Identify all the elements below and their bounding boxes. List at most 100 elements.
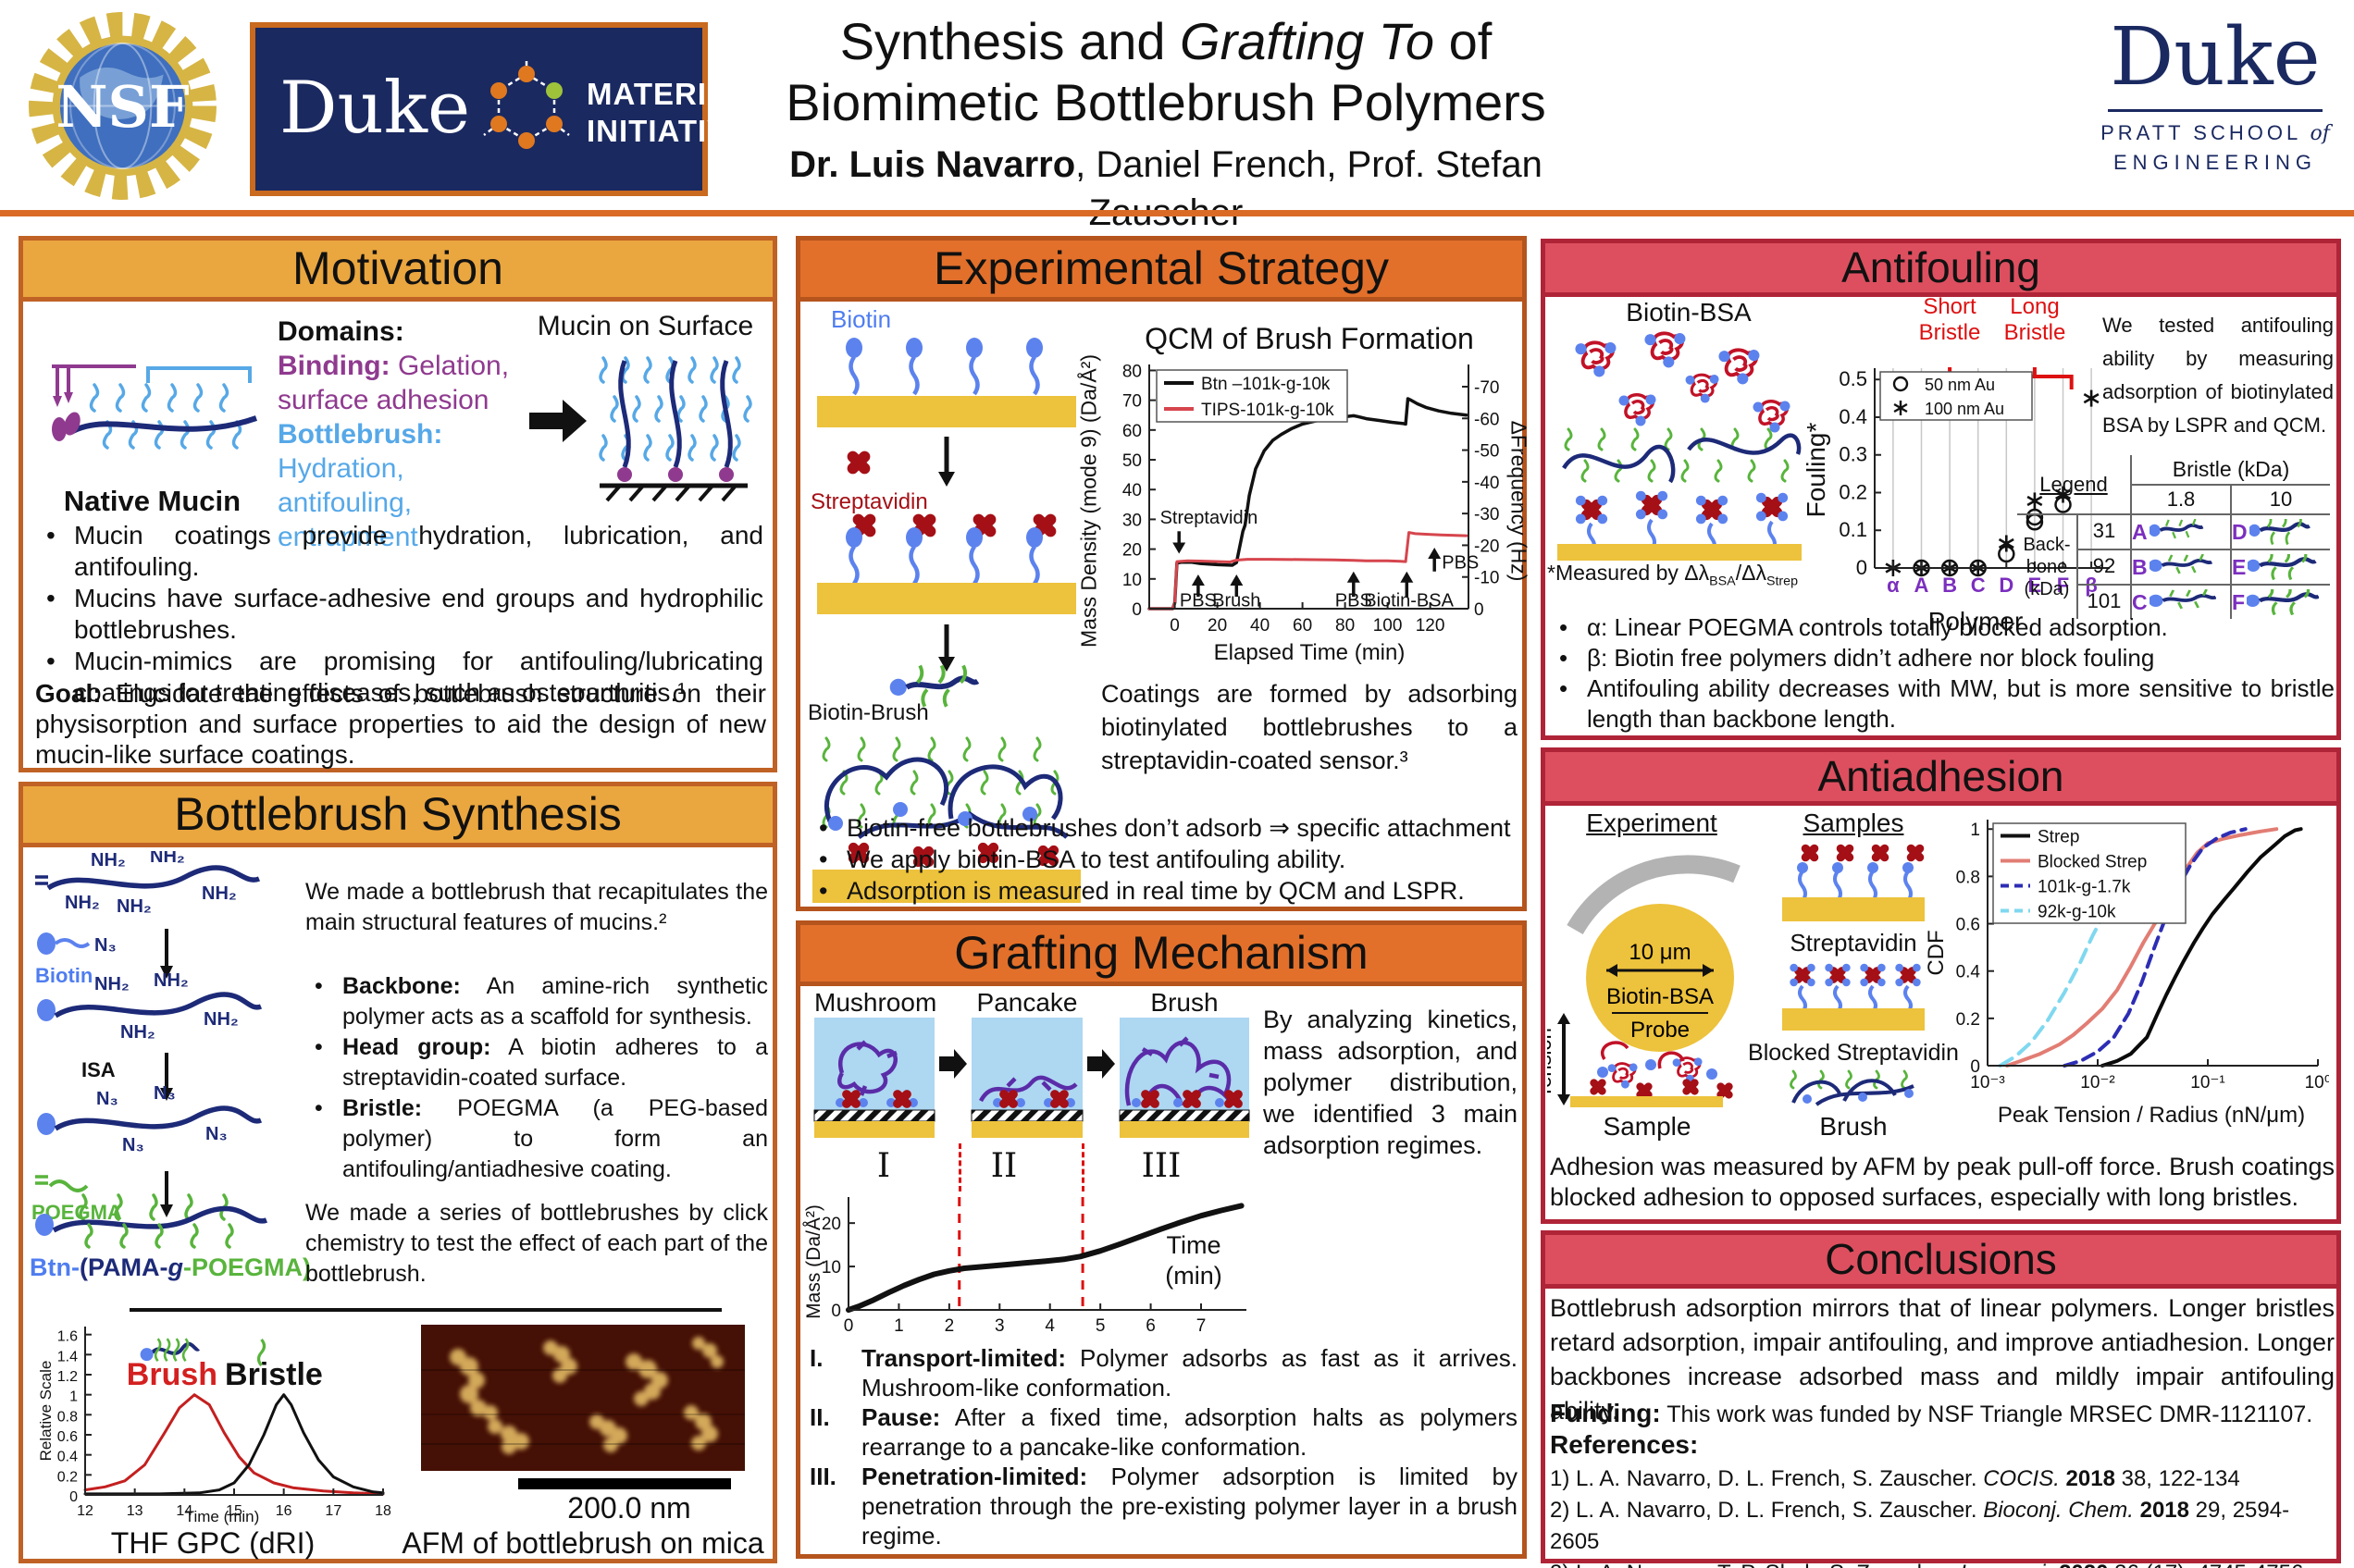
streptavidin-sample-diagram: [1782, 842, 1927, 921]
svg-text:Brush: Brush: [1212, 590, 1260, 611]
svg-text:0.6: 0.6: [57, 1429, 78, 1445]
funding-lead: Funding:: [1550, 1399, 1661, 1427]
synthesis-p1: We made a bottlebrush that recapitulates…: [305, 879, 768, 935]
antifouling-side-text: We tested antifouling ability by measuri…: [2102, 314, 2334, 437]
grafting-item-2: II. Pause: After a fixed time, adsorptio…: [810, 1403, 1518, 1461]
poster-title: Synthesis and Grafting To of Biomimetic …: [759, 11, 1573, 237]
svg-text:ISA: ISA: [81, 1058, 116, 1081]
mucin-on-surface-diagram: [599, 356, 752, 502]
long-bristle-label: Long Bristle: [2003, 294, 2066, 345]
experiment-label: Experiment: [1586, 809, 1717, 837]
svg-text:2: 2: [945, 1316, 955, 1336]
grafting-mass-chart: 0 1 2 3 4 5 6 7 0 10 20: [822, 1197, 1246, 1336]
svg-text:0.4: 0.4: [1956, 963, 1981, 982]
svg-text:0.1: 0.1: [1839, 518, 1867, 541]
references-list: 1) L. A. Navarro, D. L. French, S. Zausc…: [1550, 1463, 2335, 1568]
antifouling-bullet-1: α: Linear POEGMA controls totally blocke…: [1550, 612, 2335, 643]
synthesis-bullet-1: Backbone: An amine-rich synthetic polyme…: [305, 971, 768, 1032]
grafting-item-3: III. Penetration-limited: Polymer adsorp…: [810, 1463, 1518, 1549]
product-poegma: -POEGMA): [182, 1253, 311, 1281]
svg-text:α: α: [1887, 574, 1900, 597]
big-right-arrow-icon: [529, 400, 587, 442]
gpc-ylabel: Relative Scale: [37, 1360, 55, 1462]
panel-label-brush: Brush: [1150, 988, 1219, 1017]
conclusions-heading: Conclusions: [1545, 1235, 2336, 1289]
qcm-ylabel: Mass Density (mode 9) (Da/Å²): [1076, 354, 1101, 648]
binding-line1: Binding: Gelation,: [278, 351, 510, 381]
svg-text:NH₂: NH₂: [202, 883, 237, 904]
svg-text:0: 0: [69, 1489, 78, 1505]
svg-text:C: C: [1971, 574, 1986, 597]
short-bristle-label: Short Bristle: [1918, 294, 1981, 345]
svg-text:B: B: [1942, 574, 1957, 597]
svg-text:0.5: 0.5: [1839, 367, 1867, 390]
duke-mi-line2: INITIATIVE: [587, 114, 750, 148]
svg-text:TIPS-101k-g-10k: TIPS-101k-g-10k: [1201, 401, 1334, 420]
svg-text:10: 10: [822, 1258, 841, 1278]
svg-text:Blocked Strep: Blocked Strep: [2038, 853, 2147, 872]
domains-title: Domains:: [278, 316, 404, 347]
svg-text:N₃: N₃: [94, 935, 117, 956]
qcm-y2label: ΔFrequency (Hz): [1506, 420, 1531, 582]
svg-text:PBS: PBS: [1442, 553, 1479, 574]
brush-icon-A: [2149, 519, 2205, 540]
svg-text:A: A: [1914, 574, 1929, 597]
svg-text:0: 0: [1970, 1057, 1980, 1077]
svg-text:1.2: 1.2: [57, 1369, 78, 1385]
product-btn: Btn-: [30, 1253, 80, 1281]
authors: Dr. Luis Navarro, Daniel French, Prof. S…: [759, 141, 1573, 237]
antifouling-bullets: α: Linear POEGMA controls totally blocke…: [1550, 612, 2335, 735]
svg-text:0: 0: [844, 1316, 854, 1336]
conclusions-funding: Funding: This work was funded by NSF Tri…: [1550, 1399, 2335, 1428]
grafting-list: I. Transport-limited: Polymer adsorbs as…: [810, 1343, 1518, 1550]
svg-text:-40: -40: [1474, 474, 1499, 493]
svg-text:D: D: [1999, 574, 2013, 597]
references-label: References:: [1550, 1430, 1699, 1459]
brush-icon-F: [2247, 589, 2319, 615]
panel-label-mushroom: Mushroom: [814, 988, 937, 1017]
svg-text:10: 10: [1122, 571, 1142, 590]
svg-text:Strep: Strep: [2038, 828, 2079, 847]
svg-text:1: 1: [1970, 821, 1980, 840]
antifouling-footnote: *Measured by ΔλBSA/ΔλStrep: [1547, 561, 1798, 589]
svg-text:16: 16: [276, 1503, 292, 1519]
footnote-sub1: BSA: [1709, 574, 1736, 589]
backbone-31: 31: [2076, 515, 2130, 550]
svg-text:Biotin: Biotin: [831, 305, 891, 333]
svg-text:15: 15: [226, 1503, 242, 1519]
svg-text:Biotin: Biotin: [35, 964, 93, 987]
svg-text:-60: -60: [1474, 410, 1499, 429]
svg-text:1.4: 1.4: [57, 1349, 78, 1364]
strategy-bullets: Biotin-free bottlebrushes don’t adsorb ⇒…: [810, 812, 1518, 907]
svg-text:0.4: 0.4: [1839, 405, 1867, 428]
svg-text:NH₂: NH₂: [91, 851, 126, 870]
svg-text:NH₂: NH₂: [65, 893, 100, 913]
svg-text:0: 0: [1856, 556, 1867, 579]
product-label: Btn-(PAMA-g-POEGMA): [13, 1253, 328, 1282]
nsf-logo: NSF: [29, 12, 217, 200]
svg-text:70: 70: [1122, 392, 1142, 412]
reference-1: 1) L. A. Navarro, D. L. French, S. Zausc…: [1550, 1466, 2240, 1491]
svg-text:N₃: N₃: [154, 1083, 176, 1104]
strategy-bullet-3: Adsorption is measured in real time by Q…: [810, 875, 1518, 907]
domains-text: Domains: Binding: Gelation, surface adhe…: [278, 315, 555, 554]
svg-text:Brush: Brush: [127, 1357, 217, 1392]
strategy-caption: Coatings are formed by adsorbing biotiny…: [1101, 680, 1518, 774]
author-rest: , Daniel French, Prof. Stefan Zauscher: [1075, 144, 1542, 233]
cdf-xlabel: Peak Tension / Radius (nN/μm): [1997, 1103, 2306, 1128]
section-conclusions: Conclusions: [1541, 1230, 2341, 1563]
product-pama: (PAMA-: [80, 1253, 168, 1281]
svg-text:NH₂: NH₂: [94, 974, 130, 994]
sample-label: Sample: [1603, 1112, 1691, 1141]
antiadhesion-caption: Adhesion was measured by AFM by peak pul…: [1550, 1153, 2335, 1211]
svg-text:NH₂: NH₂: [117, 896, 152, 917]
cell-E: E: [2230, 550, 2330, 586]
motivation-goal: Goal: Elucidate the effects of bottlebru…: [35, 678, 766, 770]
strategy-heading: Experimental Strategy: [800, 241, 1522, 302]
svg-text:NH₂: NH₂: [120, 1022, 155, 1043]
pratt-school: PRATT SCHOOL: [2100, 121, 2301, 144]
strategy-bullet-2: We apply biotin-BSA to test antifouling …: [810, 844, 1518, 875]
antiadhesion-heading: Antiadhesion: [1545, 752, 2336, 806]
svg-text:F: F: [2057, 574, 2069, 597]
svg-text:5: 5: [1096, 1316, 1106, 1336]
